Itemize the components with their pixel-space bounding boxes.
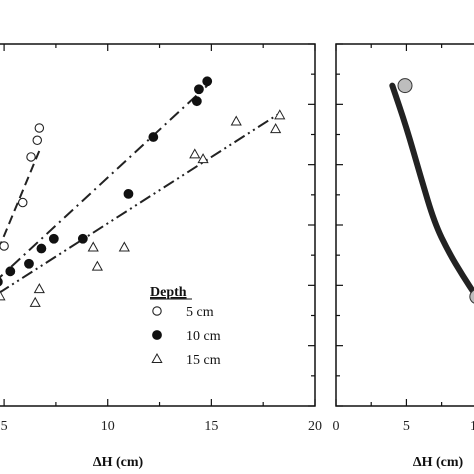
fit-line-series-1 [0,150,41,249]
fit-line-series-2 [0,84,208,279]
x-tick-label: 20 [308,419,322,434]
plot-frame-left [0,43,316,407]
x-axis-title-right: ΔH (cm) [413,455,464,470]
data-point-series-3 [0,290,6,301]
legend-marker [152,330,162,340]
fit-lines-left [0,84,279,294]
legend-title: Depth [150,285,187,300]
data-point-series-1 [0,241,9,251]
chart-left-panel: 5 10 15 20 ΔH (cm) Depth 5 cm 10 cm 15 cm [0,43,322,470]
curve-line-right [389,82,474,298]
data-point-series-2 [123,188,134,199]
tick-marks-left [3,43,316,407]
data-point-series-3 [33,283,45,294]
data-point-series-3 [189,148,201,159]
data-point-series-1 [32,135,43,146]
data-point-series-2 [148,132,159,142]
plot-frame-right [335,43,474,407]
x-tick-label: 10 [101,419,115,434]
data-point-series-2 [0,277,3,287]
data-point-series-1 [17,197,28,208]
data-points-left [0,76,286,307]
data-points-right [397,78,474,304]
data-point-series-3 [91,260,103,271]
legend-entries: 5 cm 10 cm 15 cm [151,305,221,368]
legend: Depth 5 cm 10 cm 15 cm [150,285,221,368]
legend-label: 5 cm [186,305,214,320]
legend-label: 15 cm [186,353,221,368]
tick-marks-right [335,43,443,407]
data-point-series-2 [194,84,204,95]
fit-line-series-3 [0,113,279,294]
chart-right-panel: 0 5 10 ΔH (cm) [333,43,474,470]
tick-labels-left: 5 10 15 20 [1,419,322,434]
x-axis-title-left: ΔH (cm) [93,455,144,470]
data-point-series-3 [230,115,242,126]
data-point-series-3 [274,109,286,120]
data-point-series-2 [36,243,47,254]
x-tick-label: 10 [470,419,474,434]
data-point-series-2 [48,233,59,244]
data-point-right [469,289,474,304]
data-point-series-2 [191,96,202,107]
data-point-series-2 [24,258,34,269]
data-point-right [397,78,413,94]
data-point-series-3 [118,241,130,252]
legend-label: 10 cm [186,329,221,344]
data-point-series-2 [202,76,213,87]
data-point-series-1 [34,123,45,133]
data-point-series-3 [270,123,282,134]
data-point-series-3 [87,241,99,252]
tick-labels-right: 0 5 10 [333,419,474,434]
x-tick-label: 5 [403,419,410,434]
data-point-series-2 [5,266,16,277]
x-tick-label: 15 [204,419,218,434]
x-tick-label: 5 [1,419,8,434]
data-point-series-2 [77,233,88,244]
data-point-series-1 [26,152,36,162]
data-point-series-3 [197,153,209,164]
data-point-series-3 [29,296,41,307]
x-tick-label: 0 [333,419,340,434]
legend-marker [151,352,163,363]
legend-marker [152,306,162,316]
